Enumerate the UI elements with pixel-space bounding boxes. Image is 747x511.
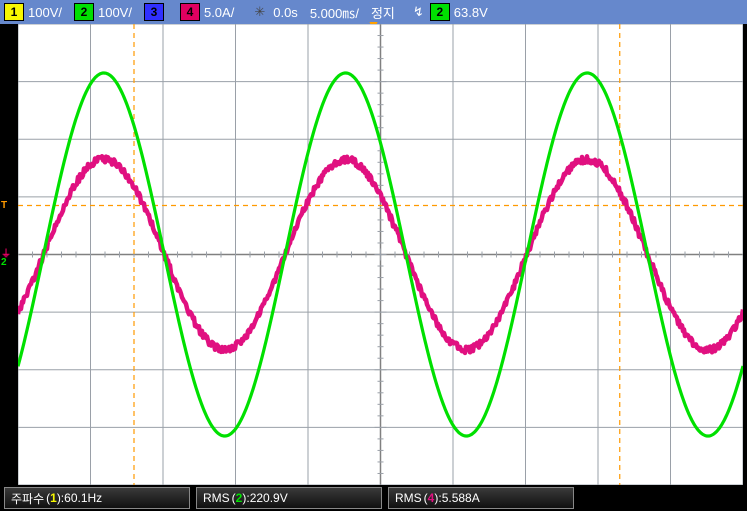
- paren-close: ):: [434, 491, 441, 505]
- ch2-scale-readout: 2 100V/: [74, 3, 132, 21]
- meas3-value: 5.588A: [442, 491, 480, 505]
- measurement-rms-ch2: RMS(2): 220.9V: [196, 487, 382, 509]
- delay-text: 0.0s: [273, 5, 298, 20]
- ch1-badge: 1: [4, 3, 24, 21]
- meas2-label: RMS: [203, 491, 230, 505]
- measurement-rms-ch4: RMS(4): 5.588A: [388, 487, 574, 509]
- ch2-scale-text: 100V/: [98, 5, 132, 20]
- meas3-ch: 4: [428, 491, 435, 505]
- oscilloscope-screenshot: 1 100V/ 2 100V/ 3 4 5.0A/ ✳ 0.0s 5.000㎳/…: [0, 0, 747, 511]
- waveform-plot: [18, 24, 743, 485]
- measurement-bar: 주파수(1): 60.1Hz RMS(2): 220.9V RMS(4): 5.…: [0, 485, 747, 511]
- meas1-value: 60.1Hz: [64, 491, 102, 505]
- ch1-scale-readout: 1 100V/: [4, 3, 62, 21]
- ch3-scale-readout: 3: [144, 3, 168, 21]
- trigger-source-badge: 2: [430, 3, 450, 21]
- trigger-edge-icon: ↯: [413, 4, 424, 20]
- ch4-badge: 4: [180, 3, 200, 21]
- meas1-label: 주파수: [11, 490, 44, 507]
- trigger-source-readout: 2 63.8V: [430, 3, 488, 21]
- trigger-level-text: 63.8V: [454, 5, 488, 20]
- plot-svg: [18, 24, 743, 485]
- ch2-badge: 2: [74, 3, 94, 21]
- ground-marker: T: [1, 201, 7, 211]
- brightness-icon: ✳: [254, 4, 265, 20]
- meas2-ch: 2: [236, 491, 243, 505]
- ch4-scale-readout: 4 5.0A/: [180, 3, 234, 21]
- time-delay-readout: 0.0s: [273, 5, 298, 20]
- ch3-badge: 3: [144, 3, 164, 21]
- paren-close: ):: [57, 491, 64, 505]
- meas2-value: 220.9V: [250, 491, 288, 505]
- ground-marker: 2: [1, 258, 7, 268]
- left-gutter: T⏚2: [0, 24, 18, 485]
- timebase-readout: 5.000㎳/: [310, 3, 359, 22]
- ch4-scale-text: 5.0A/: [204, 5, 234, 20]
- timebase-text: 5.000㎳/: [310, 3, 359, 22]
- paren-close: ):: [242, 491, 249, 505]
- ch1-scale-text: 100V/: [28, 5, 62, 20]
- measurement-freq: 주파수(1): 60.1Hz: [4, 487, 190, 509]
- meas3-label: RMS: [395, 491, 422, 505]
- meas1-ch: 1: [50, 491, 57, 505]
